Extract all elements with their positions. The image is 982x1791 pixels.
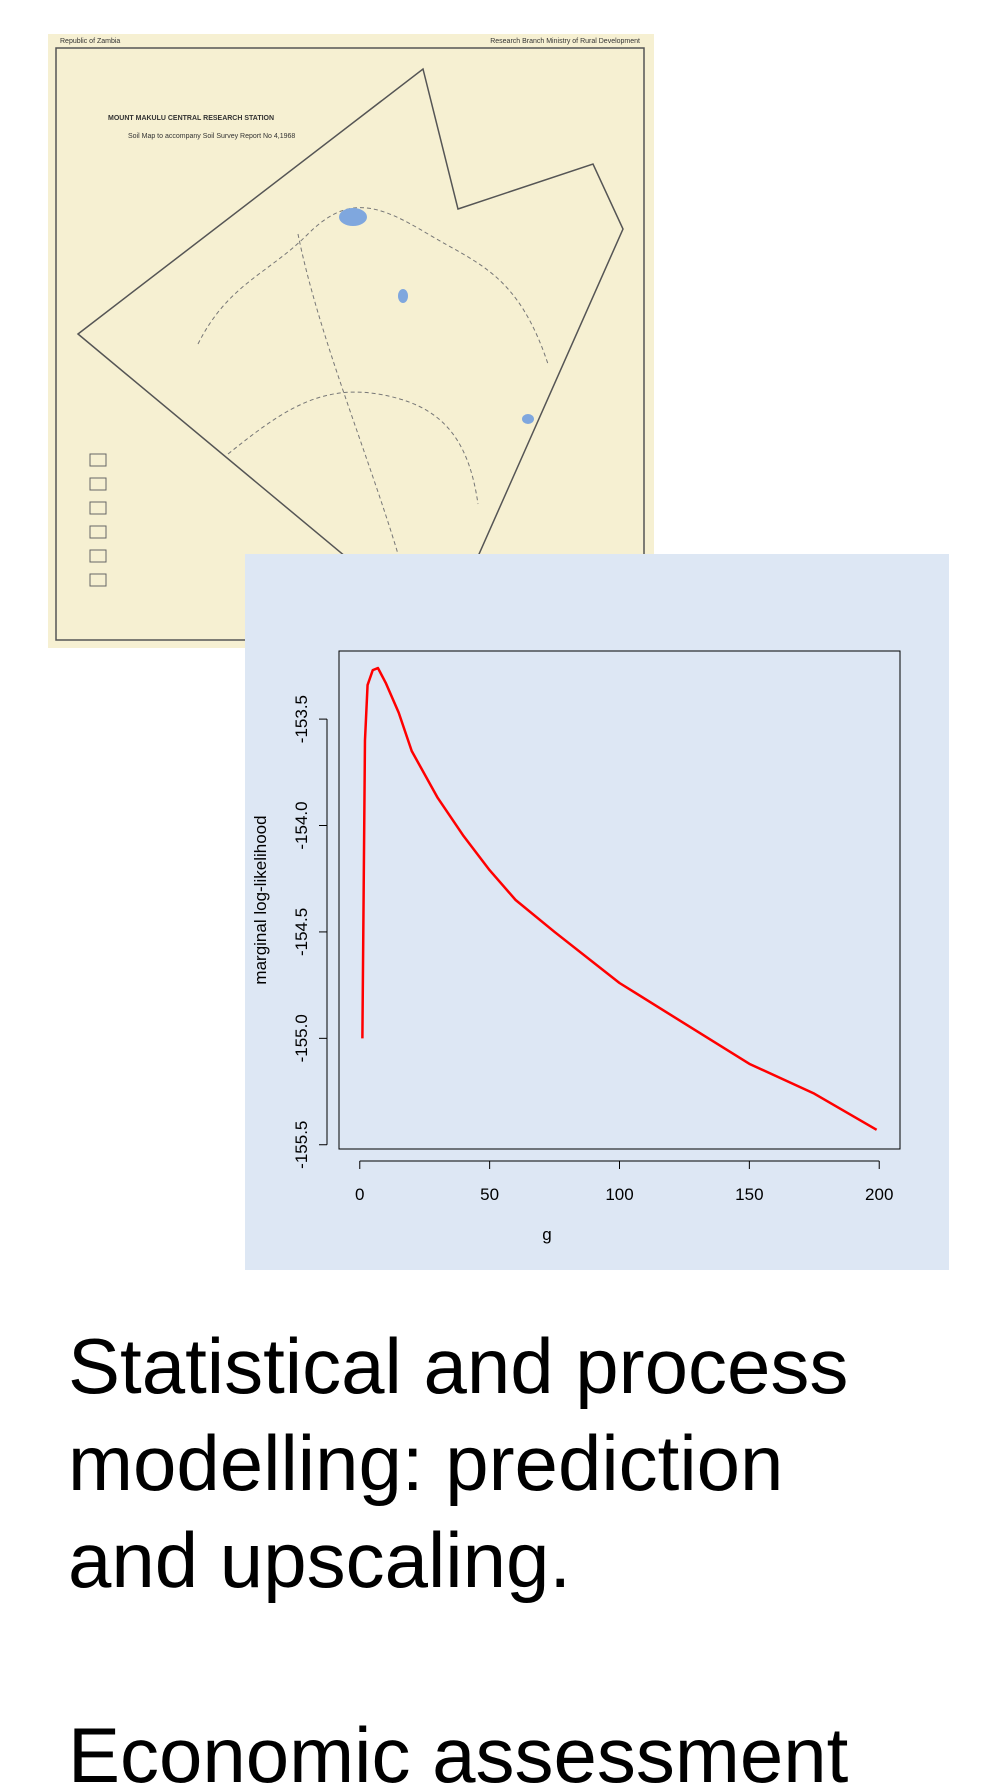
slide-text-line: modelling: prediction (68, 1424, 783, 1502)
x-tick-label: 0 (355, 1185, 364, 1204)
y-tick-label: -154.5 (292, 908, 311, 956)
x-tick-label: 50 (480, 1185, 499, 1204)
slide-text-line: and upscaling. (68, 1521, 571, 1599)
chart-background (245, 554, 949, 1270)
map-water (398, 289, 408, 303)
map-water (522, 414, 534, 424)
x-tick-label: 200 (865, 1185, 893, 1204)
y-tick-label: -154.0 (292, 801, 311, 849)
map-header-right: Research Branch Ministry of Rural Develo… (490, 38, 640, 45)
y-axis-label: marginal log-likelihood (251, 815, 270, 984)
map-water (339, 208, 367, 226)
map-header-left: Republic of Zambia (60, 38, 120, 45)
x-tick-label: 150 (735, 1185, 763, 1204)
slide-text-line: Economic assessment (68, 1716, 848, 1791)
y-tick-label: -153.5 (292, 695, 311, 743)
x-tick-label: 100 (605, 1185, 633, 1204)
chart: g marginal log-likelihood 0 50 100 150 200 -1… (245, 554, 949, 1270)
x-axis-label: g (542, 1225, 551, 1244)
slide-text-line: Statistical and process (68, 1327, 848, 1405)
y-tick-label: -155.0 (292, 1014, 311, 1062)
y-tick-label: -155.5 (292, 1121, 311, 1169)
slide: Republic of Zambia Research Branch Minis… (0, 0, 982, 1791)
map-title: MOUNT MAKULU CENTRAL RESEARCH STATION (108, 115, 274, 122)
map-subtitle: Soil Map to accompany Soil Survey Report… (128, 133, 295, 140)
